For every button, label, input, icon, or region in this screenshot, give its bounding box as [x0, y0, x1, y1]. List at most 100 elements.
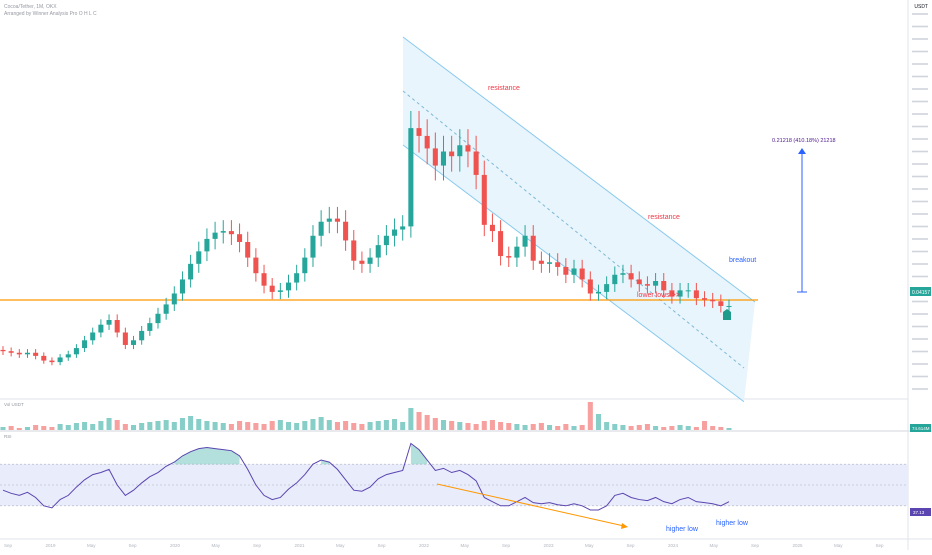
candle-body: [147, 323, 153, 331]
volume-bar: [595, 414, 602, 430]
candle-body: [375, 245, 381, 258]
time-tick-label: May: [336, 543, 345, 548]
volume-bar: [718, 427, 724, 430]
candle-body: [604, 284, 610, 292]
candle-body: [188, 263, 194, 280]
time-tick-label: Sep: [4, 543, 13, 548]
volume-bar: [65, 425, 71, 430]
candle-body: [155, 313, 161, 324]
volume-bar: [24, 427, 31, 430]
candle-body: [416, 128, 422, 136]
volume-bar: [237, 421, 243, 430]
volume-bar: [49, 427, 55, 430]
volume-bar: [228, 424, 234, 430]
candle-body: [392, 229, 398, 236]
volume-bar: [179, 418, 185, 430]
candle-body: [555, 262, 561, 267]
time-tick-label: May: [87, 543, 96, 548]
candle-body: [628, 273, 634, 280]
volume-bar: [669, 426, 675, 430]
volume-bar: [106, 418, 112, 430]
annotation-resistance-2: resistance: [648, 214, 680, 221]
volume-bar: [367, 422, 373, 430]
time-tick-label: Sep: [502, 543, 511, 548]
volume-bar: [188, 416, 194, 430]
volume-bar: [196, 419, 202, 430]
candle-body: [179, 279, 185, 294]
volume-bar: [171, 422, 177, 430]
candle-body: [106, 320, 112, 325]
candle-body: [41, 355, 47, 361]
candle-body: [473, 151, 479, 175]
volume-bar: [693, 427, 699, 430]
candle-body: [57, 357, 63, 363]
volume-bar: [269, 421, 275, 430]
volume-bar: [122, 424, 128, 430]
candle-body: [277, 290, 283, 292]
volume-bar: [130, 425, 137, 430]
volume-bar: [636, 425, 642, 430]
volume-bar: [506, 423, 512, 430]
volume-bar: [82, 422, 88, 430]
candle-body: [408, 128, 414, 227]
candle-body: [82, 340, 88, 349]
candle-body: [343, 221, 349, 241]
candle-body: [620, 273, 626, 275]
candle-body: [547, 262, 553, 264]
candle-body: [718, 301, 724, 306]
volume-bar: [277, 420, 283, 430]
time-tick-label: Sep: [378, 543, 387, 548]
volume-bar: [0, 427, 6, 430]
volume-bar: [285, 422, 292, 430]
volume-bar: [400, 422, 406, 430]
candle-body: [318, 221, 324, 236]
volume-bar: [440, 420, 447, 430]
candle-body: [571, 268, 577, 275]
candle-body: [636, 279, 642, 285]
time-tick-label: May: [834, 543, 843, 548]
volume-bar: [538, 423, 544, 430]
candle-body: [612, 274, 618, 285]
candle-body: [351, 240, 357, 261]
indicator-line: Arranged by Winner Analysis Pro O H L C: [4, 11, 97, 17]
candle-body: [595, 291, 602, 294]
candle-body: [228, 231, 234, 235]
annotation-breakout: breakout: [729, 257, 756, 264]
volume-bar: [343, 421, 349, 430]
candle-body: [130, 340, 137, 345]
volume-bar: [90, 424, 96, 430]
candle-body: [24, 352, 31, 355]
price-badge: 0.04157: [912, 290, 930, 296]
channel-fill: [403, 37, 755, 402]
candle-body: [449, 151, 455, 157]
volume-bar: [644, 424, 650, 430]
candle-body: [669, 290, 675, 297]
annotations: resistance resistance breakout lower lows >…: [4, 85, 836, 533]
rsi-trend-line: [436, 483, 625, 527]
volume-bar: [139, 423, 145, 430]
candle-body: [310, 235, 316, 258]
axes: 0.04157 74.614M 37.13 Sep 2019 May Sep 2020 May S…: [4, 13, 931, 548]
rsi-badge: 37.13: [913, 510, 925, 515]
candle-body: [383, 235, 389, 246]
volume-bar: [204, 421, 210, 430]
annotation-higher-low-2: higher low: [716, 520, 749, 527]
candle-body: [261, 273, 267, 286]
volume-bar: [677, 425, 683, 430]
time-tick-label: Sep: [751, 543, 760, 548]
candle-body: [563, 266, 569, 275]
volume-bar: [16, 428, 22, 430]
annotation-target: 0.21218 (410.18%) 21218: [772, 138, 836, 144]
volume-bar: [563, 424, 569, 430]
volume-bar: [220, 423, 226, 430]
volume-bar: [457, 422, 463, 430]
volume-bar: [392, 419, 398, 430]
candle-body: [98, 324, 104, 333]
candle-body: [440, 151, 447, 166]
candle-body: [171, 293, 177, 305]
volume-bar: [261, 424, 267, 430]
rsi-label: RSI: [4, 434, 12, 439]
candle-body: [212, 232, 218, 239]
